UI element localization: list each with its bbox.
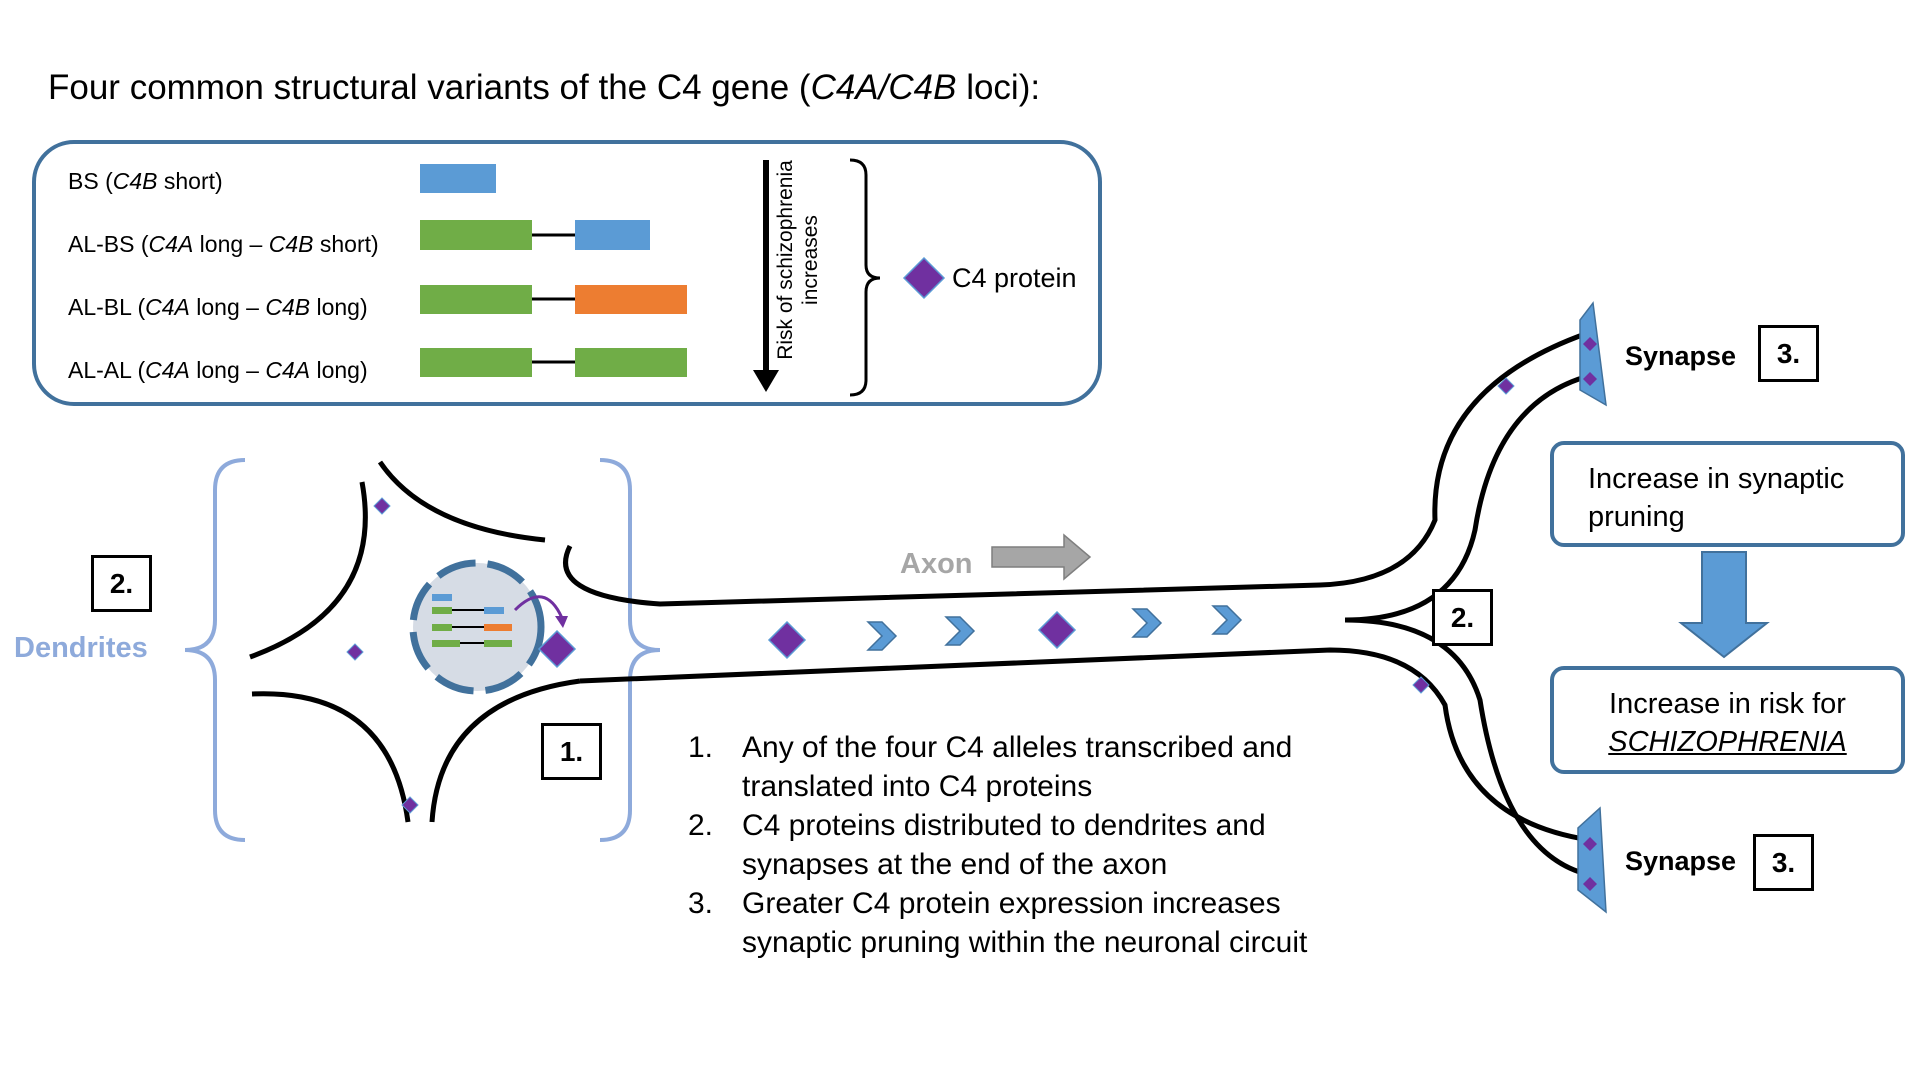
variant-albs-c4b-short-bar bbox=[575, 220, 650, 250]
synapse-label-top: Synapse bbox=[1625, 341, 1737, 371]
variants-curly-brace bbox=[849, 158, 881, 397]
soma-left-upper-dendrite bbox=[249, 481, 368, 660]
variants-panel bbox=[32, 140, 1102, 406]
step-number: 1. bbox=[688, 731, 714, 764]
synapse-protein-top-2 bbox=[1583, 372, 1597, 386]
variant-alal-c4a-long-bar-2 bbox=[575, 348, 687, 377]
steps-list: 1. Any of the four C4 alleles transcribe… bbox=[688, 728, 1368, 962]
protein-dendrite-bottom bbox=[401, 796, 419, 814]
chevron-icon-1 bbox=[866, 621, 898, 651]
axon-direction-arrow bbox=[991, 533, 1092, 581]
synapse-label-bottom: Synapse bbox=[1625, 846, 1737, 876]
chevron-icon-3 bbox=[1131, 608, 1163, 638]
axon-label: Axon bbox=[900, 548, 973, 580]
synapse-bottom-inner-branch bbox=[1344, 617, 1596, 879]
synapse-protein-top-1 bbox=[1583, 337, 1597, 351]
variant-albl-c4a-long-bar bbox=[420, 285, 532, 314]
risk-arrow-head bbox=[753, 370, 779, 392]
dendrite-bracket-left bbox=[184, 458, 246, 842]
chevron-icon-4 bbox=[1211, 605, 1243, 635]
c4-proteins bbox=[346, 377, 1515, 814]
nucleus-gene-bars bbox=[432, 594, 512, 647]
axon-bottom-edge bbox=[579, 647, 1591, 843]
risk-arrow-label: Risk of schizophrenia increases bbox=[774, 160, 822, 360]
c4-protein-legend-label: C4 protein bbox=[952, 263, 1077, 293]
protein-axon-1 bbox=[767, 620, 807, 660]
outcome-pruning-text: Increase in synaptic pruning bbox=[1588, 463, 1845, 533]
soma-top-left-dendrite bbox=[377, 460, 546, 543]
variant-bars bbox=[420, 164, 687, 377]
protein-axon-2 bbox=[1037, 610, 1077, 650]
protein-dendrite-left bbox=[346, 643, 364, 661]
marker-1: 1. bbox=[541, 723, 602, 780]
step-text: Greater C4 protein expression increases … bbox=[742, 887, 1308, 959]
step-number: 3. bbox=[688, 887, 714, 920]
synapse-terminal-bottom bbox=[1577, 806, 1607, 914]
outcome-box-risk: Increase in risk for SCHIZOPHRENIA bbox=[1550, 666, 1905, 774]
c4-protein-legend-diamond bbox=[902, 256, 946, 300]
synapse-top-inner-branch bbox=[1344, 372, 1593, 623]
soma-left-lower-dendrite bbox=[251, 691, 411, 823]
variant-label-bs: BS (C4B short) bbox=[68, 168, 223, 194]
outcome-box-pruning: Increase in synaptic pruning bbox=[1550, 441, 1905, 547]
outcome-risk-prefix: Increase in risk for bbox=[1609, 688, 1846, 720]
variant-bs-c4b-short-bar bbox=[420, 164, 496, 193]
soma-bottom-dendrite bbox=[429, 678, 581, 823]
marker-3-bottom: 3. bbox=[1753, 834, 1814, 891]
outcome-down-arrow bbox=[1678, 551, 1770, 659]
step-text: C4 proteins distributed to dendrites and… bbox=[742, 809, 1266, 881]
dendrite-bracket-right bbox=[599, 458, 661, 842]
protein-branch-bottom bbox=[1412, 676, 1430, 694]
variant-label-albl: AL-BL (C4A long – C4B long) bbox=[68, 294, 368, 320]
synapse-protein-bottom-1 bbox=[1583, 837, 1597, 851]
protein-dendrite-top bbox=[373, 497, 391, 515]
synapse-terminal-top bbox=[1579, 301, 1607, 407]
translation-arrow-head bbox=[555, 616, 568, 628]
variant-alal-c4a-long-bar-1 bbox=[420, 348, 532, 377]
chevron-icon-2 bbox=[944, 616, 976, 646]
step-item-2: 2. C4 proteins distributed to dendrites … bbox=[688, 806, 1368, 884]
translation-curved-arrow bbox=[513, 595, 564, 619]
variant-albs-c4a-long-bar bbox=[420, 220, 532, 250]
outcome-risk-disease: SCHIZOPHRENIA bbox=[1608, 726, 1847, 758]
dendrites-label: Dendrites bbox=[14, 632, 148, 664]
protein-near-nucleus bbox=[537, 629, 577, 669]
synapse-protein-bottom-2 bbox=[1583, 877, 1597, 891]
step-item-1: 1. Any of the four C4 alleles transcribe… bbox=[688, 728, 1368, 806]
variant-albl-c4b-long-bar bbox=[575, 285, 687, 314]
variant-label-alal: AL-AL (C4A long – C4A long) bbox=[68, 357, 368, 383]
variant-label-albs: AL-BS (C4A long – C4B short) bbox=[68, 231, 379, 257]
diagram-title: Four common structural variants of the C… bbox=[48, 68, 1041, 107]
marker-3-top: 3. bbox=[1758, 325, 1819, 382]
step-text: Any of the four C4 alleles transcribed a… bbox=[742, 731, 1293, 803]
neuron-outline bbox=[249, 331, 1596, 879]
marker-2-left: 2. bbox=[91, 555, 152, 612]
transport-chevrons bbox=[866, 605, 1243, 651]
step-item-3: 3. Greater C4 protein expression increas… bbox=[688, 884, 1368, 962]
step-number: 2. bbox=[688, 809, 714, 842]
marker-2-right: 2. bbox=[1432, 589, 1493, 646]
protein-branch-top bbox=[1497, 377, 1515, 395]
axon-top-edge bbox=[563, 331, 1586, 607]
